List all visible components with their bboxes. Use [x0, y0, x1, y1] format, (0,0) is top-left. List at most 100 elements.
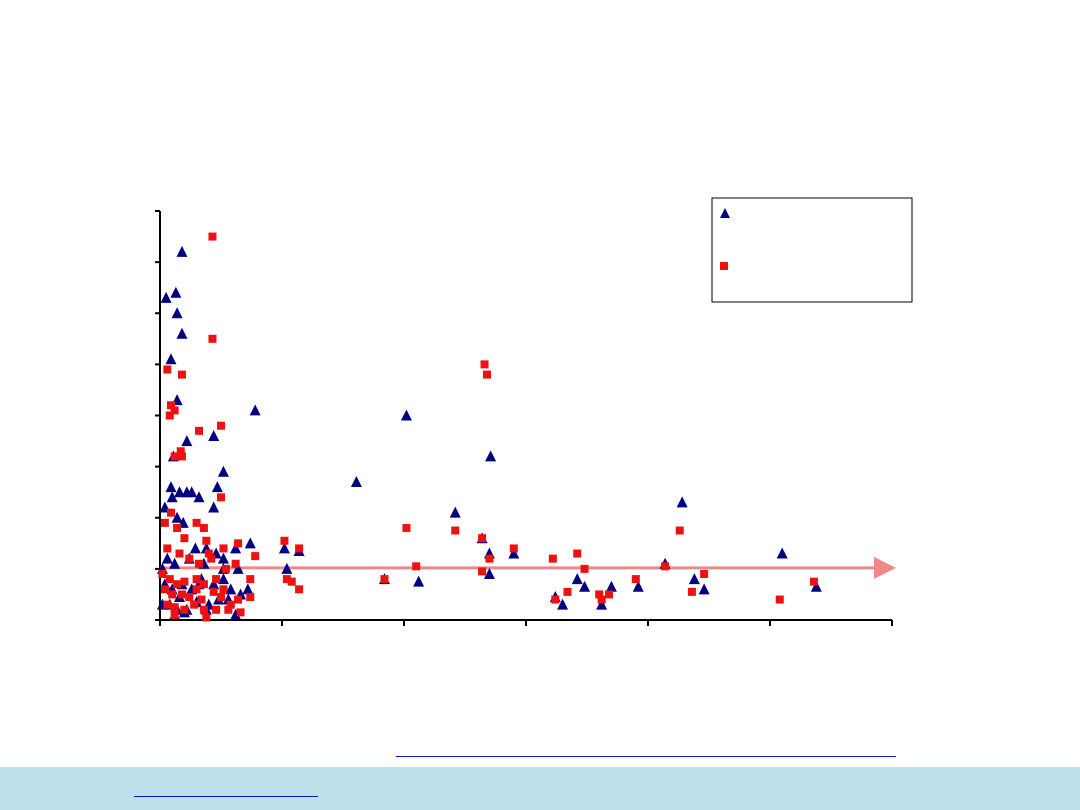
triangle-point [483, 567, 495, 579]
square-point [163, 544, 172, 553]
square-point [478, 534, 487, 543]
square-point [287, 577, 296, 586]
triangle-point [605, 580, 617, 592]
square-point [573, 549, 582, 558]
square-point [580, 564, 589, 573]
triangle-point [208, 501, 220, 513]
square-point [185, 554, 194, 563]
square-point [282, 575, 291, 584]
square-point [478, 567, 487, 576]
square-point [212, 575, 221, 584]
triangle-point [211, 481, 223, 493]
square-point [212, 605, 221, 614]
triangle-point [176, 245, 188, 257]
triangle-point [176, 327, 188, 339]
square-point [180, 534, 189, 543]
square-point [192, 585, 201, 594]
square-point [173, 580, 182, 589]
square-point [251, 552, 260, 561]
square-point [295, 544, 304, 553]
square-point [192, 518, 201, 527]
triangle-point [688, 573, 700, 585]
square-point [170, 452, 179, 461]
triangle-point [217, 573, 229, 585]
square-point [231, 559, 240, 568]
square-point [168, 590, 177, 599]
triangle-point [449, 506, 461, 518]
triangle-point [208, 578, 220, 590]
square-point [197, 595, 206, 604]
triangle-point [698, 583, 710, 595]
triangle-point [485, 450, 497, 462]
square-point [180, 605, 189, 614]
square-point [199, 523, 208, 532]
square-point [412, 562, 421, 571]
square-point [234, 539, 243, 548]
square-point [217, 592, 225, 601]
footer-band [0, 767, 1080, 810]
square-point [170, 603, 179, 612]
triangle-point [557, 598, 569, 610]
triangle-point [193, 491, 205, 503]
square-point [775, 595, 784, 604]
square-point [236, 608, 245, 617]
triangle-point [776, 547, 788, 559]
triangle-point [189, 542, 201, 554]
square-point [563, 587, 572, 596]
footer-link-underline[interactable] [134, 796, 318, 797]
square-point [295, 585, 304, 594]
square-point [661, 562, 670, 571]
triangle-point [171, 307, 183, 319]
triangle-point [165, 353, 177, 365]
square-point [604, 590, 613, 599]
triangle-point [400, 409, 412, 421]
square-point [548, 554, 557, 563]
square-point [509, 544, 518, 553]
square-point [202, 613, 211, 622]
chart-legend [711, 197, 913, 303]
square-point [219, 585, 228, 594]
triangle-point [165, 481, 177, 493]
source-link-underline[interactable] [396, 756, 896, 757]
triangle-point [232, 562, 244, 574]
triangle-point [571, 573, 583, 585]
triangle-point [208, 429, 220, 441]
square-point [175, 549, 184, 558]
square-point [480, 360, 489, 369]
square-point [207, 554, 216, 563]
square-point [170, 610, 179, 619]
triangle-point [225, 583, 237, 595]
square-point [402, 523, 411, 532]
triangle-point [632, 580, 644, 592]
triangle-point [810, 580, 822, 592]
square-point [163, 600, 172, 609]
square-point [208, 232, 217, 241]
reference-line [160, 556, 896, 579]
square-point [160, 518, 169, 527]
square-point [595, 590, 604, 599]
triangle-point [181, 435, 193, 447]
legend-square-marker [720, 262, 728, 270]
triangle-point [230, 542, 242, 554]
square-point [199, 605, 208, 614]
square-point [246, 575, 255, 584]
square-point [809, 577, 818, 586]
triangle-point [244, 537, 256, 549]
square-point [166, 508, 175, 517]
square-point [675, 526, 684, 535]
triangle-point [217, 552, 229, 564]
square-point [192, 575, 201, 584]
square-point [195, 559, 204, 568]
triangle-point [350, 475, 362, 487]
square-point [170, 406, 179, 415]
square-point [451, 526, 460, 535]
triangle-point [508, 547, 520, 559]
square-point [177, 370, 186, 379]
square-point [219, 544, 228, 553]
square-point [165, 575, 174, 584]
square-point [226, 600, 235, 609]
square-point [185, 592, 194, 601]
square-point [208, 334, 217, 343]
triangle-point [579, 580, 591, 592]
triangle-point [249, 404, 261, 416]
